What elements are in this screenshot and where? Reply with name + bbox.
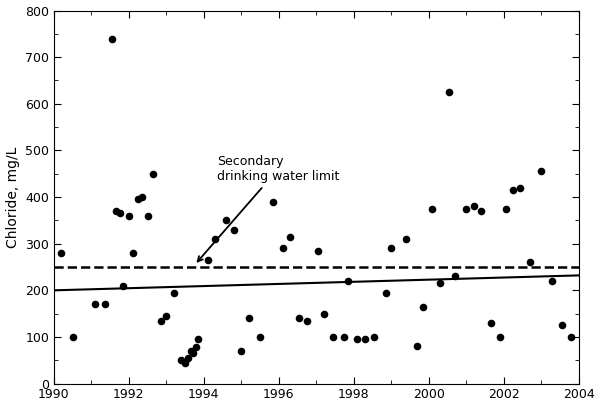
Point bbox=[91, 301, 100, 308]
Point bbox=[302, 317, 312, 324]
Point bbox=[137, 194, 147, 200]
Point bbox=[445, 89, 454, 95]
Point bbox=[548, 278, 557, 284]
Point bbox=[557, 322, 566, 328]
Point bbox=[100, 301, 109, 308]
Point bbox=[381, 289, 391, 296]
Point bbox=[461, 206, 471, 212]
Point bbox=[203, 257, 212, 263]
Point bbox=[56, 250, 66, 256]
Point bbox=[328, 334, 338, 340]
Point bbox=[236, 348, 246, 354]
Point bbox=[501, 206, 511, 212]
Point bbox=[566, 334, 576, 340]
Point bbox=[193, 336, 203, 343]
Point bbox=[210, 236, 220, 242]
Point bbox=[285, 234, 295, 240]
Point bbox=[353, 336, 362, 343]
Point bbox=[118, 282, 128, 289]
Point bbox=[413, 343, 422, 350]
Point bbox=[255, 334, 265, 340]
Point bbox=[115, 210, 124, 217]
Point bbox=[319, 311, 329, 317]
Point bbox=[156, 317, 166, 324]
Point bbox=[428, 206, 437, 212]
Point bbox=[525, 259, 535, 266]
Point bbox=[386, 245, 396, 252]
Point bbox=[188, 350, 198, 357]
Point bbox=[229, 226, 239, 233]
Point bbox=[495, 334, 505, 340]
Point bbox=[343, 278, 353, 284]
Point bbox=[186, 348, 196, 354]
Point bbox=[435, 280, 445, 287]
Point bbox=[469, 203, 478, 210]
Point bbox=[181, 359, 190, 366]
Point bbox=[184, 354, 193, 361]
Point bbox=[68, 334, 77, 340]
Point bbox=[340, 334, 349, 340]
Point bbox=[128, 250, 137, 256]
Point bbox=[133, 196, 143, 203]
Point bbox=[161, 313, 171, 319]
Point bbox=[450, 273, 460, 280]
Point bbox=[278, 245, 287, 252]
Point bbox=[313, 247, 323, 254]
Point bbox=[191, 344, 200, 350]
Y-axis label: Chloride, mg/L: Chloride, mg/L bbox=[5, 147, 20, 248]
Point bbox=[107, 35, 117, 42]
Text: Secondary
drinking water limit: Secondary drinking water limit bbox=[197, 155, 340, 262]
Point bbox=[268, 199, 278, 205]
Point bbox=[295, 315, 304, 322]
Point bbox=[148, 171, 158, 177]
Point bbox=[111, 208, 121, 214]
Point bbox=[244, 315, 254, 322]
Point bbox=[486, 320, 496, 326]
Point bbox=[508, 187, 518, 193]
Point bbox=[536, 168, 546, 175]
Point bbox=[176, 357, 186, 363]
Point bbox=[143, 212, 152, 219]
Point bbox=[418, 303, 428, 310]
Point bbox=[401, 236, 411, 242]
Point bbox=[360, 336, 370, 343]
Point bbox=[515, 184, 525, 191]
Point bbox=[124, 212, 134, 219]
Point bbox=[169, 289, 179, 296]
Point bbox=[476, 208, 486, 214]
Point bbox=[370, 334, 379, 340]
Point bbox=[221, 217, 231, 223]
